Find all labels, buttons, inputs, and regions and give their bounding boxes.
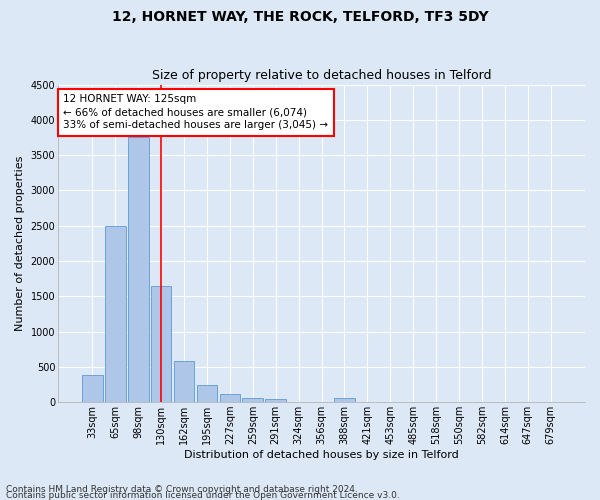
Bar: [197, 384, 217, 402]
Bar: [128, 138, 149, 402]
Bar: [334, 398, 355, 402]
Bar: [82, 374, 103, 402]
Bar: [174, 360, 194, 402]
Title: Size of property relative to detached houses in Telford: Size of property relative to detached ho…: [152, 69, 491, 82]
Bar: [220, 394, 240, 402]
Bar: [242, 398, 263, 402]
X-axis label: Distribution of detached houses by size in Telford: Distribution of detached houses by size …: [184, 450, 459, 460]
Y-axis label: Number of detached properties: Number of detached properties: [15, 156, 25, 331]
Text: Contains HM Land Registry data © Crown copyright and database right 2024.: Contains HM Land Registry data © Crown c…: [6, 484, 358, 494]
Bar: [265, 400, 286, 402]
Text: 12, HORNET WAY, THE ROCK, TELFORD, TF3 5DY: 12, HORNET WAY, THE ROCK, TELFORD, TF3 5…: [112, 10, 488, 24]
Bar: [105, 226, 125, 402]
Text: Contains public sector information licensed under the Open Government Licence v3: Contains public sector information licen…: [6, 490, 400, 500]
Bar: [151, 286, 172, 402]
Text: 12 HORNET WAY: 125sqm
← 66% of detached houses are smaller (6,074)
33% of semi-d: 12 HORNET WAY: 125sqm ← 66% of detached …: [64, 94, 328, 130]
